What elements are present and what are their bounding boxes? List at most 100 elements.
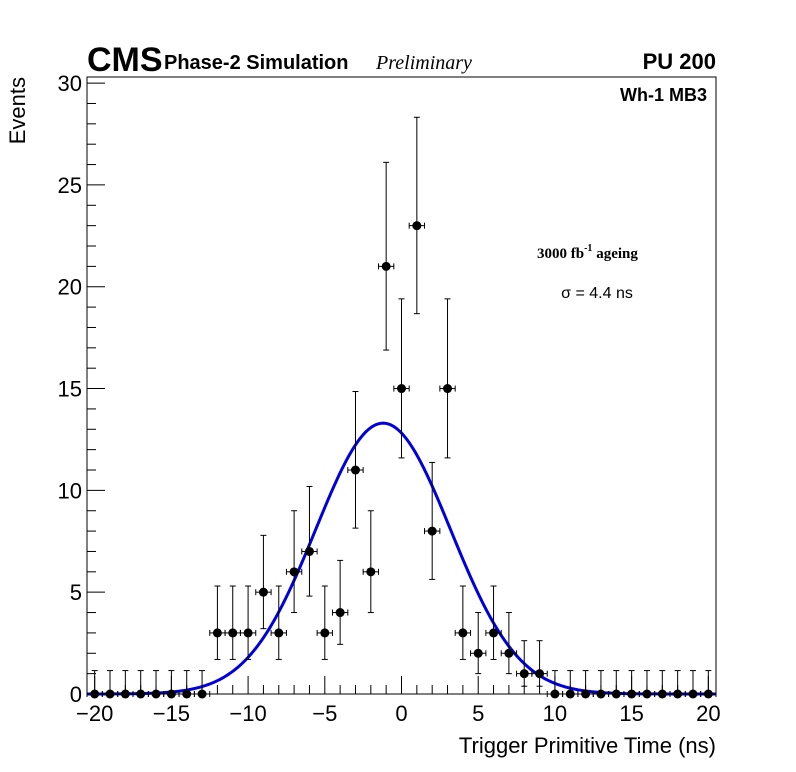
data-marker	[550, 689, 560, 699]
data-point	[700, 670, 717, 699]
data-marker	[458, 628, 468, 638]
data-marker	[535, 669, 545, 679]
ageing-label: 3000 fb-1 ageing	[537, 243, 638, 262]
sigma-label: σ = 4.4 ns	[561, 285, 633, 302]
data-point	[393, 298, 410, 459]
data-marker	[688, 689, 698, 699]
data-marker	[381, 261, 391, 271]
data-marker	[350, 465, 360, 475]
axis-tick-labels: −20 −15 −10 −5 0 5 10 15 20 0 5 10 15 20 25 30	[58, 71, 721, 726]
data-point	[592, 670, 610, 699]
data-marker	[627, 689, 637, 699]
cms-label: CMS	[87, 41, 163, 79]
data-point	[470, 612, 487, 675]
data-marker	[320, 628, 330, 638]
data-marker	[504, 648, 514, 658]
data-point	[669, 670, 686, 699]
data-marker	[642, 689, 652, 699]
fit-layer	[87, 421, 716, 696]
data-marker	[489, 628, 499, 638]
data-marker	[427, 526, 437, 536]
data-marker	[166, 689, 176, 699]
data-point	[101, 670, 119, 699]
data-point	[224, 585, 241, 660]
x-tick-label: −5	[312, 701, 337, 726]
data-point	[623, 670, 640, 699]
y-axis-title: Events	[5, 77, 30, 144]
phase-label: Phase-2 Simulation	[164, 52, 349, 74]
data-point	[239, 585, 257, 660]
pileup-label: PU 200	[643, 49, 716, 74]
data-point	[163, 670, 180, 699]
data-point	[347, 391, 364, 529]
data-point	[638, 670, 656, 699]
x-tick-label: −15	[153, 701, 190, 726]
data-point	[562, 670, 579, 699]
data-point	[500, 612, 518, 675]
data-point	[454, 585, 472, 660]
y-tick-label: 5	[70, 580, 82, 605]
x-axis-title: Trigger Primitive Time (ns)	[459, 733, 716, 758]
data-point	[654, 670, 671, 699]
data-point	[516, 640, 533, 687]
x-tick-label: −10	[229, 701, 266, 726]
ageing-word: ageing	[592, 246, 638, 262]
x-tick-label: 10	[543, 701, 567, 726]
data-marker	[703, 689, 713, 699]
data-point	[193, 670, 211, 699]
data-marker	[120, 689, 130, 699]
data-point	[285, 510, 303, 614]
data-point	[424, 461, 441, 580]
data-marker	[443, 384, 453, 394]
data-point	[301, 485, 318, 597]
data-marker	[289, 567, 299, 577]
x-tick-label: 5	[472, 701, 484, 726]
data-points	[86, 116, 717, 699]
data-marker	[596, 689, 606, 699]
data-point	[147, 670, 165, 699]
x-tick-label: 0	[395, 701, 407, 726]
data-point	[408, 116, 426, 315]
data-point	[608, 670, 625, 699]
data-point	[209, 585, 226, 660]
data-point	[485, 585, 502, 660]
data-marker	[136, 689, 146, 699]
x-tick-label: 15	[619, 701, 643, 726]
data-point	[117, 670, 134, 699]
data-marker	[673, 689, 683, 699]
data-point	[178, 670, 195, 699]
data-marker	[274, 628, 284, 638]
data-marker	[90, 689, 100, 699]
ageing-exponent: -1	[584, 243, 592, 254]
data-marker	[197, 689, 207, 699]
x-tick-label: −20	[76, 701, 113, 726]
data-marker	[565, 689, 575, 699]
data-marker	[105, 689, 115, 699]
y-tick-label: 10	[58, 478, 82, 503]
data-marker	[228, 628, 238, 638]
data-marker	[366, 567, 376, 577]
data-marker	[304, 546, 314, 556]
data-point	[684, 670, 702, 699]
data-marker	[581, 689, 591, 699]
y-tick-label: 15	[58, 377, 82, 402]
data-point	[362, 510, 379, 614]
data-marker	[412, 221, 422, 231]
y-tick-label: 25	[58, 173, 82, 198]
station-label: Wh-1 MB3	[620, 85, 707, 105]
data-point	[331, 559, 349, 645]
data-point	[377, 161, 395, 351]
y-tick-label: 20	[58, 275, 82, 300]
data-point	[255, 534, 272, 630]
data-marker	[611, 689, 621, 699]
data-point	[316, 585, 333, 660]
data-marker	[335, 608, 345, 618]
data-marker	[397, 384, 406, 394]
data-marker	[212, 628, 222, 638]
data-point	[86, 670, 103, 699]
x-tick-label: 20	[696, 701, 720, 726]
data-marker	[519, 669, 529, 679]
data-point	[531, 640, 548, 687]
y-tick-label: 0	[70, 682, 82, 707]
